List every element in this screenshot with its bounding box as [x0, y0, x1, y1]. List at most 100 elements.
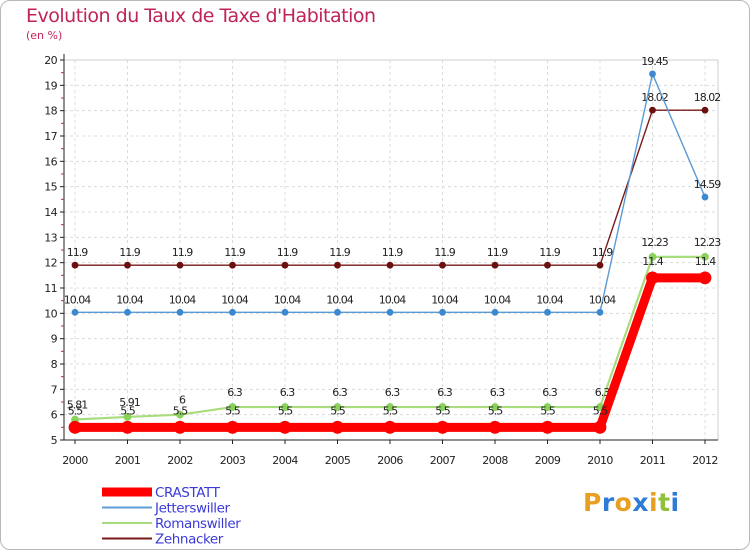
x-tick-label: 2008: [482, 454, 508, 467]
data-point-jetterswiller: [281, 308, 289, 316]
y-tick-label: 16: [44, 155, 57, 168]
data-label-zehnacker: 11.9: [487, 246, 508, 259]
y-tick-label: 13: [44, 231, 57, 244]
data-label-crastatt: 5.5: [225, 404, 240, 417]
x-tick-label: 2009: [535, 454, 561, 467]
x-tick-label: 2002: [167, 454, 193, 467]
x-tick-label: 2004: [272, 454, 298, 467]
data-label-crastatt: 5.5: [173, 404, 188, 417]
y-tick-label: 12: [44, 257, 57, 270]
y-tick-label: 15: [44, 181, 57, 194]
data-point-crastatt: [173, 420, 187, 434]
data-point-crastatt: [68, 420, 82, 434]
data-point-crastatt: [383, 420, 397, 434]
data-label-crastatt: 5.5: [330, 404, 345, 417]
data-label-zehnacker: 18.02: [694, 91, 721, 104]
data-label-crastatt: 5.5: [120, 404, 135, 417]
data-point-crastatt: [278, 420, 292, 434]
y-tick-label: 14: [44, 206, 57, 219]
data-point-romanswiller: [438, 403, 447, 411]
data-point-jetterswiller: [229, 308, 236, 316]
data-point-zehnacker: [649, 106, 656, 114]
legend-label-romanswiller: Romanswiller: [155, 516, 241, 532]
data-point-crastatt: [121, 420, 134, 434]
data-point-jetterswiller: [491, 308, 499, 316]
y-tick-label: 8: [51, 358, 58, 371]
x-tick-label: 2006: [377, 454, 403, 467]
y-tick-label: 5: [51, 434, 58, 447]
data-label-jetterswiller: 10.04: [589, 293, 616, 306]
x-tick-label: 2003: [220, 454, 246, 467]
data-point-zehnacker: [439, 261, 446, 269]
data-point-zehnacker: [71, 261, 79, 269]
data-label-jetterswiller: 10.04: [379, 293, 406, 306]
data-label-jetterswiller: 14.59: [694, 178, 721, 191]
x-tick-label: 2000: [62, 454, 88, 467]
data-label-zehnacker: 11.9: [67, 246, 88, 259]
data-label-jetterswiller: 10.04: [536, 293, 563, 306]
data-label-crastatt: 5.5: [593, 404, 608, 417]
data-point-zehnacker: [491, 261, 499, 269]
data-label-romanswiller: 6.3: [542, 386, 557, 399]
data-point-zehnacker: [386, 261, 394, 269]
data-point-zehnacker: [596, 261, 604, 269]
x-tick-label: 2001: [115, 454, 141, 467]
data-label-crastatt: 5.5: [68, 404, 83, 417]
proxiti-logo: Proxiti: [583, 488, 680, 517]
data-point-crastatt: [698, 271, 712, 285]
data-label-romanswiller: 6.3: [385, 386, 400, 399]
data-label-jetterswiller: 10.04: [431, 293, 458, 306]
data-label-jetterswiller: 10.04: [326, 293, 353, 306]
data-label-romanswiller: 6.3: [437, 386, 452, 399]
data-label-jetterswiller: 10.04: [484, 293, 511, 306]
y-tick-label: 11: [44, 282, 57, 295]
data-point-jetterswiller: [649, 70, 656, 78]
y-tick-label: 17: [44, 130, 57, 143]
chart-unit-label: (en %): [26, 29, 63, 42]
data-point-jetterswiller: [334, 308, 341, 316]
data-point-jetterswiller: [596, 308, 604, 316]
data-point-romanswiller: [701, 252, 709, 261]
data-point-crastatt: [331, 420, 344, 434]
y-tick-label: 19: [44, 79, 57, 92]
y-tick-label: 6: [51, 409, 58, 422]
data-label-jetterswiller: 10.04: [116, 293, 143, 306]
data-label-crastatt: 11.4: [642, 255, 663, 268]
logo-letter: i: [670, 488, 680, 517]
plot-area: [64, 60, 718, 440]
data-label-romanswiller: 5.91: [119, 396, 140, 409]
legend-label-jetterswiller: Jetterswiller: [154, 501, 231, 517]
data-label-zehnacker: 11.9: [382, 246, 403, 259]
logo-letter: t: [658, 488, 671, 517]
data-point-romanswiller: [176, 410, 184, 419]
x-tick-label: 2005: [325, 454, 351, 467]
x-tick-label: 2007: [430, 454, 456, 467]
data-point-crastatt: [226, 420, 239, 434]
legend-label-crastatt: CRASTATT: [155, 485, 221, 501]
data-label-crastatt: 5.5: [278, 404, 293, 417]
data-point-zehnacker: [229, 261, 236, 269]
x-tick-label: 2012: [692, 454, 718, 467]
y-tick-label: 7: [51, 383, 58, 396]
y-tick-label: 18: [44, 105, 57, 118]
y-tick-label: 9: [51, 333, 58, 346]
data-label-romanswiller: 6.3: [227, 386, 242, 399]
data-label-romanswiller: 6.3: [280, 386, 295, 399]
data-point-crastatt: [646, 271, 659, 285]
data-point-crastatt: [593, 420, 607, 434]
data-point-romanswiller: [123, 413, 132, 421]
y-tick-label: 10: [44, 307, 57, 320]
data-point-crastatt: [541, 420, 554, 434]
data-label-crastatt: 11.4: [695, 255, 716, 268]
data-label-crastatt: 5.5: [488, 404, 503, 417]
data-point-zehnacker: [176, 261, 184, 269]
data-label-romanswiller: 5.81: [67, 398, 88, 411]
data-point-zehnacker: [544, 261, 551, 269]
chart-title: Evolution du Taux de Taxe d'Habitation: [26, 5, 376, 27]
logo-letter: P: [583, 488, 602, 517]
data-label-jetterswiller: 10.04: [274, 293, 301, 306]
data-label-romanswiller: 6.3: [332, 386, 347, 399]
data-point-romanswiller: [228, 403, 237, 411]
data-point-jetterswiller: [439, 308, 446, 316]
